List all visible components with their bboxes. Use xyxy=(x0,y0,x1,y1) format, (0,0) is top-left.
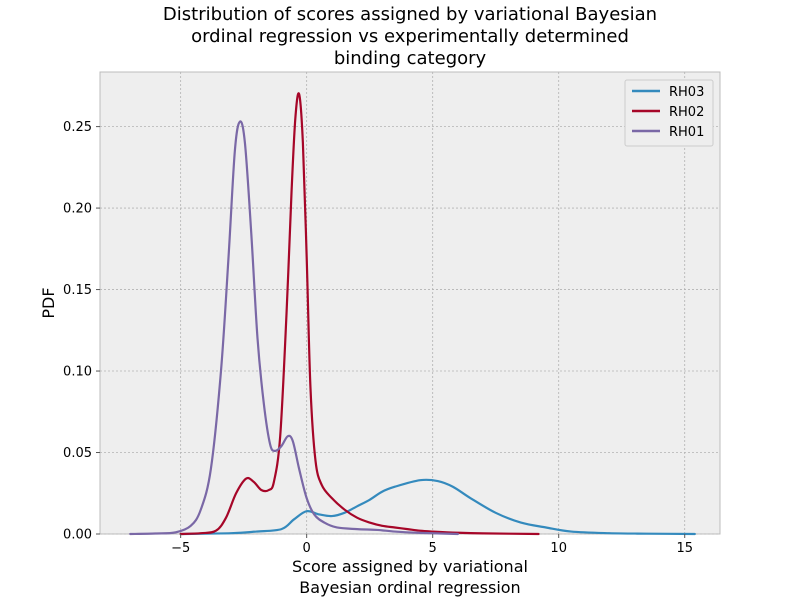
y-tick-label: 0.15 xyxy=(63,283,92,298)
chart-title: Distribution of scores assigned by varia… xyxy=(163,4,657,69)
grid xyxy=(100,72,720,535)
title-line-2: ordinal regression vs experimentally det… xyxy=(191,26,629,47)
series-line-rh03 xyxy=(179,478,696,536)
y-axis-label: PDF xyxy=(39,287,58,318)
y-tick-label: 0.10 xyxy=(63,365,92,380)
legend-label-rh03: RH03 xyxy=(669,85,704,100)
x-axis-label-line-2: Bayesian ordinal regression xyxy=(299,578,520,597)
x-tick-label: 15 xyxy=(676,541,693,556)
legend-label-rh01: RH01 xyxy=(669,125,704,140)
y-tick-label: 0.20 xyxy=(63,202,92,217)
x-tick-label: 5 xyxy=(429,541,437,556)
series-line-rh01 xyxy=(129,120,459,536)
x-axis-label-line-1: Score assigned by variational xyxy=(292,557,528,576)
y-tick-label: 0.00 xyxy=(63,528,92,543)
title-line-3: binding category xyxy=(334,48,487,69)
legend: RH03 RH02 RH01 xyxy=(624,79,714,147)
x-tick-label: 0 xyxy=(303,541,311,556)
legend-label-rh02: RH02 xyxy=(669,105,704,120)
legend-box xyxy=(624,79,714,147)
x-tick-label: 10 xyxy=(550,541,567,556)
series-layer xyxy=(129,92,696,536)
x-axis-label: Score assigned by variational Bayesian o… xyxy=(292,557,528,597)
x-tick-label: −5 xyxy=(171,541,190,556)
series-line-rh02 xyxy=(179,92,540,536)
title-line-1: Distribution of scores assigned by varia… xyxy=(163,4,657,25)
ticks: −5 0 5 10 15 0.00 0.05 0.10 0.15 0.20 0.25 xyxy=(63,120,693,556)
y-tick-label: 0.05 xyxy=(63,446,92,461)
y-tick-label: 0.25 xyxy=(63,120,92,135)
plot-area xyxy=(99,71,721,535)
